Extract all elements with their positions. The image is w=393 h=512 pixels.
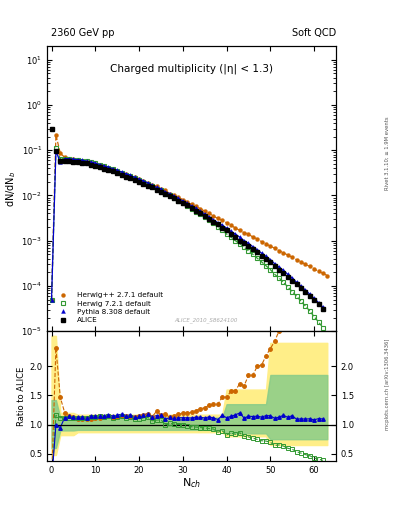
Herwig++ 2.7.1 default bbox=[325, 272, 330, 279]
ALICE bbox=[176, 198, 181, 204]
ALICE bbox=[123, 174, 128, 180]
Herwig 7.2.1 default bbox=[137, 177, 141, 183]
Herwig 7.2.1 default bbox=[49, 296, 54, 303]
Herwig 7.2.1 default bbox=[316, 319, 321, 325]
Pythia 8.308 default bbox=[321, 304, 325, 310]
Pythia 8.308 default bbox=[242, 238, 246, 244]
Pythia 8.308 default bbox=[316, 300, 321, 306]
Text: ALICE_2010_S8624100: ALICE_2010_S8624100 bbox=[174, 317, 238, 323]
Pythia 8.308 default bbox=[137, 176, 141, 182]
Pythia 8.308 default bbox=[180, 198, 185, 204]
Legend: Herwig++ 2.7.1 default, Herwig 7.2.1 default, Pythia 8.308 default, ALICE: Herwig++ 2.7.1 default, Herwig 7.2.1 def… bbox=[54, 290, 164, 325]
Herwig++ 2.7.1 default bbox=[53, 132, 58, 138]
Text: Charged multiplicity (|η| < 1.3): Charged multiplicity (|η| < 1.3) bbox=[110, 63, 273, 74]
Herwig++ 2.7.1 default bbox=[189, 201, 194, 207]
Pythia 8.308 default bbox=[49, 296, 54, 303]
ALICE bbox=[321, 306, 325, 312]
Herwig 7.2.1 default bbox=[189, 206, 194, 212]
Herwig 7.2.1 default bbox=[128, 173, 133, 179]
Herwig++ 2.7.1 default bbox=[229, 222, 233, 228]
Pythia 8.308 default bbox=[128, 172, 133, 178]
Y-axis label: dN/dN$_b$: dN/dN$_b$ bbox=[5, 170, 18, 207]
Herwig++ 2.7.1 default bbox=[49, 296, 54, 303]
Herwig 7.2.1 default bbox=[242, 244, 246, 250]
Text: mcplots.cern.ch [arXiv:1306.3436]: mcplots.cern.ch [arXiv:1306.3436] bbox=[385, 338, 389, 430]
Text: Soft QCD: Soft QCD bbox=[292, 28, 336, 38]
ALICE bbox=[316, 302, 321, 308]
Line: Herwig 7.2.1 default: Herwig 7.2.1 default bbox=[50, 146, 325, 330]
X-axis label: N$_{ch}$: N$_{ch}$ bbox=[182, 476, 201, 490]
Pythia 8.308 default bbox=[189, 203, 194, 209]
ALICE bbox=[49, 125, 54, 132]
Herwig++ 2.7.1 default bbox=[88, 160, 93, 166]
Line: ALICE: ALICE bbox=[49, 126, 325, 311]
Herwig++ 2.7.1 default bbox=[207, 210, 211, 217]
Herwig 7.2.1 default bbox=[53, 145, 58, 152]
Line: Pythia 8.308 default: Pythia 8.308 default bbox=[50, 150, 325, 309]
Herwig++ 2.7.1 default bbox=[233, 225, 238, 231]
Text: 2360 GeV pp: 2360 GeV pp bbox=[51, 28, 115, 38]
ALICE bbox=[237, 238, 242, 244]
ALICE bbox=[132, 177, 137, 183]
Herwig 7.2.1 default bbox=[180, 200, 185, 206]
Herwig++ 2.7.1 default bbox=[167, 190, 172, 197]
Text: Rivet 3.1.10; ≥ 1.9M events: Rivet 3.1.10; ≥ 1.9M events bbox=[385, 117, 389, 190]
ALICE bbox=[185, 202, 189, 208]
Herwig 7.2.1 default bbox=[321, 325, 325, 331]
Y-axis label: Ratio to ALICE: Ratio to ALICE bbox=[17, 367, 26, 425]
Pythia 8.308 default bbox=[53, 148, 58, 154]
Line: Herwig++ 2.7.1 default: Herwig++ 2.7.1 default bbox=[50, 133, 329, 302]
